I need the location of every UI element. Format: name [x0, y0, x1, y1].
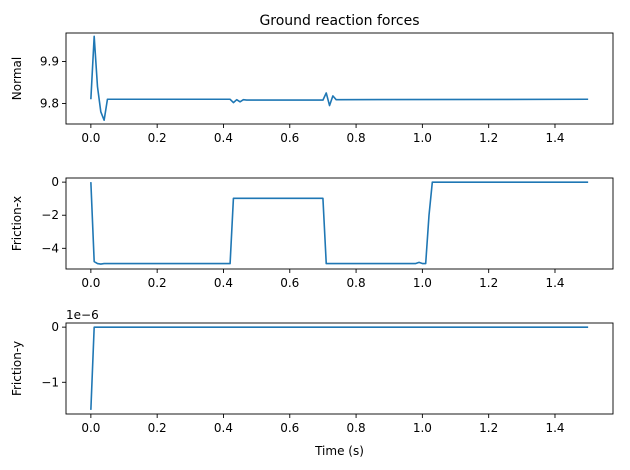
x-tick-label: 1.2 — [479, 421, 498, 435]
x-tick-label: 0.8 — [347, 131, 366, 145]
x-tick-label: 0.8 — [347, 276, 366, 290]
axes-frame — [65, 177, 614, 270]
x-axis-label: Time (s) — [314, 444, 364, 458]
x-tick-label: 1.4 — [545, 421, 564, 435]
series-line-3-1 — [90, 326, 589, 410]
axes-frame — [65, 32, 614, 125]
y-tick-label: 0 — [51, 320, 59, 334]
x-tick-label: 1.2 — [479, 276, 498, 290]
y-axis-label: Normal — [10, 57, 24, 100]
x-tick-label: 0.0 — [81, 276, 100, 290]
panel-1: 0.0 0.2 0.4 0.6 0.8 1.0 1.2 1.4 9.8 9.9 Normal — [10, 32, 614, 145]
x-tick-label: 0.2 — [148, 131, 167, 145]
x-tick-label: 0.8 — [347, 421, 366, 435]
x-tick-label: 0.0 — [81, 131, 100, 145]
y-axis-label: Friction-y — [10, 341, 24, 396]
x-tick-label: 1.0 — [413, 276, 432, 290]
y-axis-label: Friction-x — [10, 196, 24, 251]
x-tick-label: 1.0 — [413, 131, 432, 145]
panel-2: 0.0 0.2 0.4 0.6 0.8 1.0 1.2 1.4 0 −2 −4 Friction-x — [10, 175, 614, 290]
series-line-1-1 — [90, 35, 589, 122]
x-tick-label: 0.4 — [214, 421, 233, 435]
x-tick-label: 0.2 — [148, 421, 167, 435]
axes-frame — [65, 322, 614, 415]
y-tick-label: 9.9 — [40, 55, 59, 69]
x-tick-label: 0.6 — [280, 276, 299, 290]
y-tick-label: 9.8 — [40, 96, 59, 110]
x-tick-label: 0.6 — [280, 131, 299, 145]
x-tick-label: 0.2 — [148, 276, 167, 290]
x-tick-label: 1.4 — [545, 131, 564, 145]
panel-3: 0.0 0.2 0.4 0.6 0.8 1.0 1.2 1.4 0 −1 Friction-y Tim… — [10, 308, 614, 458]
x-tick-label: 1.4 — [545, 276, 564, 290]
x-tick-label: 1.0 — [413, 421, 432, 435]
x-tick-label: 0.0 — [81, 421, 100, 435]
chart-title: Ground reaction forces — [259, 13, 419, 29]
x-tick-label: 0.4 — [214, 131, 233, 145]
x-tick-label: 0.6 — [280, 421, 299, 435]
y-tick-label: 0 — [51, 175, 59, 189]
offset-text: 1e−6 — [66, 308, 99, 322]
y-tick-label: −1 — [41, 375, 59, 389]
x-tick-label: 1.2 — [479, 131, 498, 145]
y-tick-label: −2 — [41, 208, 59, 222]
x-tick-label: 0.4 — [214, 276, 233, 290]
y-tick-label: −4 — [41, 241, 59, 255]
series-line-2-1 — [90, 181, 589, 265]
